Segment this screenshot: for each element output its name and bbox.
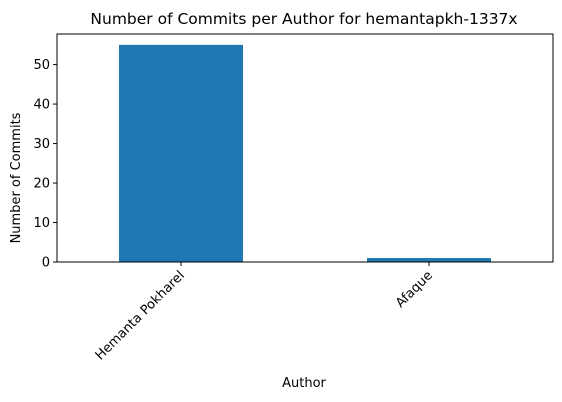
bar-1 bbox=[367, 258, 491, 262]
y-tick-label-0: 0 bbox=[42, 256, 50, 271]
y-tick-label-3: 30 bbox=[33, 137, 50, 152]
axes-frame bbox=[56, 33, 554, 263]
x-axis-label: Author bbox=[282, 376, 326, 391]
x-tick-label-0: Hemanta Pokharel bbox=[93, 268, 188, 363]
bar-0 bbox=[119, 44, 243, 262]
y-tick-label-2: 20 bbox=[33, 177, 50, 192]
y-tick-label-5: 50 bbox=[33, 58, 50, 73]
x-tick-label-1: Afaque bbox=[393, 268, 436, 311]
y-axis-label: Number of Commits bbox=[9, 112, 24, 243]
y-tick-label-1: 10 bbox=[33, 216, 50, 231]
plot-area: 0 10 20 30 40 50 Hemanta Pokharel Afaque bbox=[33, 33, 554, 363]
chart-title: Number of Commits per Author for hemanta… bbox=[90, 10, 517, 28]
y-tick-label-4: 40 bbox=[33, 98, 50, 113]
